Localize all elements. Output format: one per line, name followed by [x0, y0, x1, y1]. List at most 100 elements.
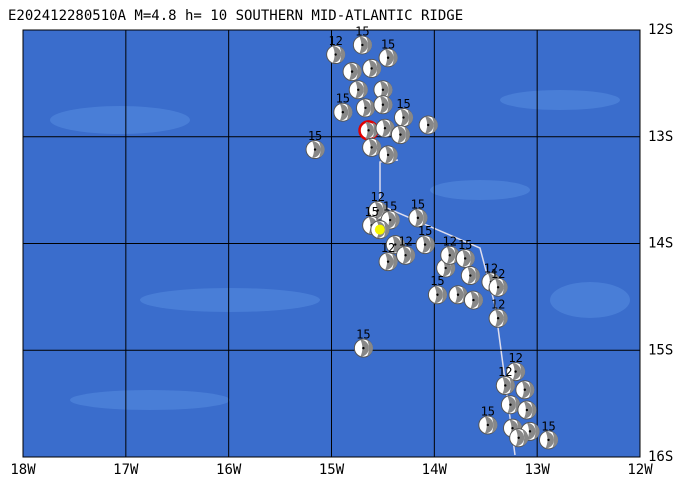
beachball-quadrant [397, 126, 406, 144]
beachball-quadrant [495, 309, 504, 327]
beachball-dot [436, 293, 439, 296]
beachball-quadrant [387, 211, 396, 229]
beachball-dot [370, 146, 373, 149]
event-label: 15 [396, 97, 410, 111]
beachball-dot [357, 88, 360, 91]
beachball-quadrant [362, 99, 371, 117]
beachball [390, 125, 411, 145]
event-label: 15 [541, 419, 555, 433]
beachball-quadrant [379, 96, 389, 114]
beachball-dot [463, 257, 467, 260]
beachball [375, 118, 395, 138]
beachball-dot [469, 274, 472, 277]
beachball [326, 45, 346, 65]
beachball [418, 115, 438, 135]
lon-label: 14W [422, 462, 448, 478]
event-label: 12 [498, 365, 512, 379]
beachball-quadrant [484, 416, 494, 434]
beachball [353, 338, 374, 358]
beachball-quadrant [446, 246, 456, 264]
beachball [538, 430, 559, 450]
event-label: 15 [418, 224, 432, 238]
beachball [460, 266, 480, 286]
beachball-quadrant [432, 117, 438, 134]
lon-label: 17W [113, 462, 139, 478]
beachball-quadrant [422, 236, 431, 254]
beachball [509, 428, 529, 448]
beachball-dot [376, 209, 379, 212]
beachball [378, 252, 398, 272]
beachball [348, 80, 368, 100]
beachball-quadrant [392, 253, 398, 270]
beachball-quadrant [319, 141, 325, 158]
event-label: 12 [398, 235, 412, 249]
beachball-dot [472, 298, 475, 302]
beachball-quadrant [474, 267, 480, 284]
event-label: 12 [508, 351, 522, 365]
map-title: E202412280510A M=4.8 h= 10 SOUTHERN MID-… [8, 8, 463, 24]
beachball-quadrant [355, 81, 364, 99]
beachball-dot [361, 43, 364, 47]
beachball [305, 140, 325, 160]
beachball-quadrant [366, 36, 372, 53]
event-label: 12 [328, 34, 342, 48]
beachball-dot [426, 123, 430, 127]
event-label: 15 [430, 274, 444, 288]
beachball-quadrant [374, 201, 384, 219]
beachball-dot [386, 260, 390, 263]
beachball-dot [517, 436, 520, 439]
beachball-quadrant [502, 279, 508, 296]
event-label: 15 [364, 205, 378, 219]
beachball-quadrant [385, 49, 394, 67]
beachball-dot [525, 408, 529, 412]
beachball-quadrant [552, 431, 559, 448]
event-label: 15 [355, 24, 369, 38]
beachball [427, 285, 448, 305]
beachball-quadrant [381, 119, 391, 137]
beachball-quadrant [533, 423, 540, 440]
beachball-quadrant [368, 138, 378, 156]
beachball-quadrant [386, 81, 393, 98]
lon-label: 12W [627, 462, 653, 478]
beachball-quadrant [502, 376, 511, 394]
beachball-dot [423, 243, 427, 246]
beachball [515, 380, 535, 400]
beachball-quadrant [346, 104, 353, 121]
beachball-quadrant [362, 81, 368, 98]
beachball [408, 208, 428, 228]
beachball [333, 102, 353, 122]
beachball-quadrant [383, 221, 390, 238]
beachball-quadrant [434, 286, 443, 304]
beachball-dot [367, 129, 370, 132]
beachball-dot [523, 388, 527, 391]
beachball-dot [496, 286, 500, 289]
lon-label: 13W [525, 462, 551, 478]
event-label: 15 [336, 92, 350, 106]
beachball-quadrant [454, 286, 464, 304]
beachball-quadrant [386, 96, 393, 113]
beachball-quadrant [523, 401, 533, 419]
beachball [362, 58, 382, 78]
beachball-quadrant [385, 146, 394, 164]
beachball-dot [386, 56, 390, 59]
beachball-dot [341, 110, 345, 114]
beachball-dot [362, 346, 365, 350]
beachball-quadrant [339, 46, 346, 63]
event-label: 15 [481, 404, 495, 418]
beachball [352, 35, 372, 55]
beachball-quadrant [495, 278, 504, 296]
beachball-quadrant [519, 363, 526, 380]
beachball-quadrant [312, 141, 321, 159]
beachball-dot [504, 384, 507, 387]
beachball-dot [404, 254, 407, 257]
beachball [393, 108, 414, 128]
beachball-dot [514, 370, 517, 373]
beachball-dot [456, 293, 460, 296]
lon-label: 18W [10, 462, 36, 478]
event-label: 15 [411, 197, 425, 211]
beachball [370, 220, 390, 240]
beachball-quadrant [368, 59, 378, 77]
beachball [517, 400, 537, 420]
beachball-dot [511, 426, 514, 430]
beachball-quadrant [360, 339, 369, 357]
